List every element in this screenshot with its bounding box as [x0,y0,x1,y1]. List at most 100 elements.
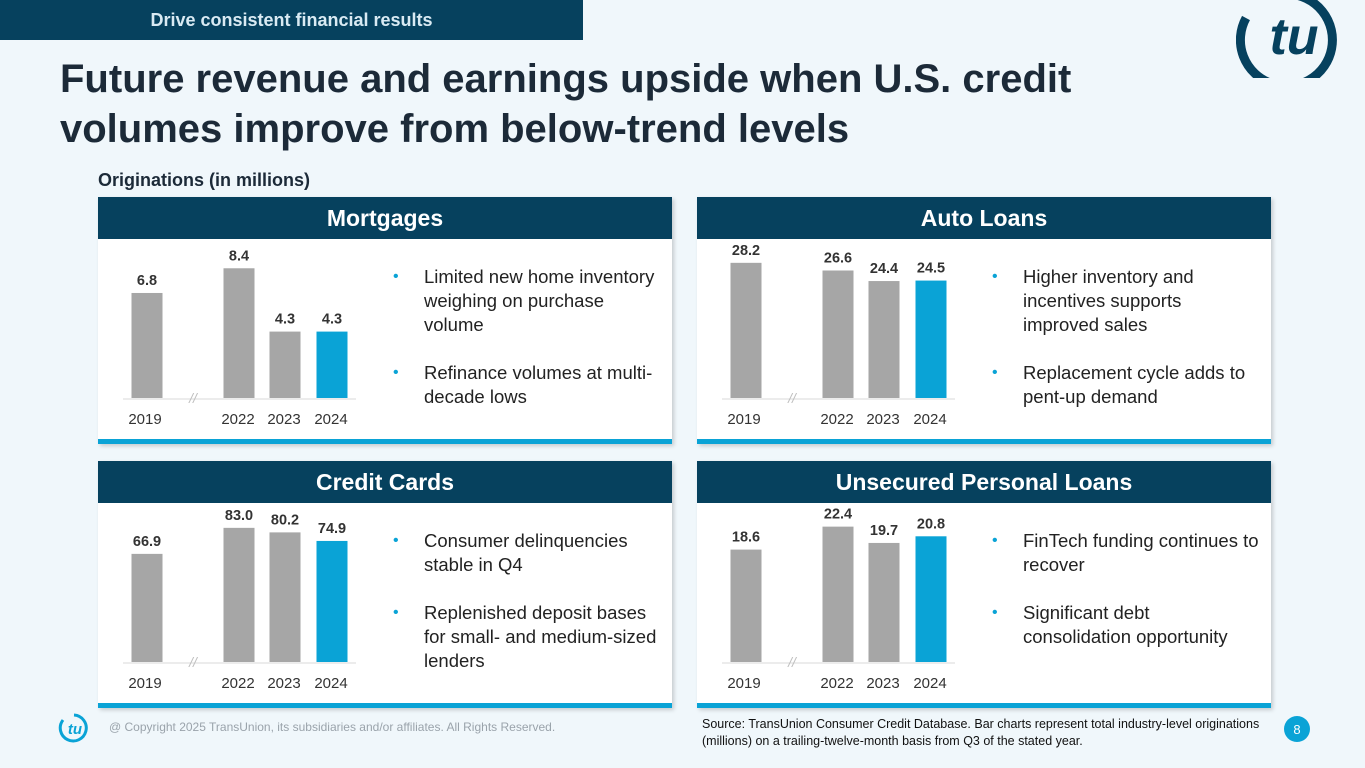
data-label-2024: 74.9 [318,521,346,537]
bullet-dot-icon: • [393,604,399,621]
bullet-dot-icon: • [992,604,998,621]
bullet-item: • Refinance volumes at multi-decade lows [390,361,660,409]
tick-label-2024: 2024 [913,675,946,692]
bar-2022 [822,526,854,662]
data-label-2019: 28.2 [732,243,760,259]
bullet-text: Limited new home inventory weighing on p… [424,266,655,335]
data-label-2022: 8.4 [229,248,249,264]
bullet-list: • Limited new home inventory weighing on … [390,265,660,433]
chart-unsecured-personal-loans: // 18.6 2019 22.4 2022 19.7 2023 20.8 2024 [722,507,955,692]
footer-logo-icon: tu [58,713,88,743]
bullet-text: Higher inventory and incentives supports… [1023,266,1194,335]
tick-label-2019: 2019 [128,675,161,692]
tick-label-2024: 2024 [314,675,347,692]
bullet-text: Replacement cycle adds to pent-up demand [1023,362,1246,407]
data-label-2023: 24.4 [870,261,898,277]
tick-label-2022: 2022 [820,411,853,428]
tick-label-2019: 2019 [727,675,760,692]
copyright-text: @ Copyright 2025 TransUnion, its subsidi… [109,720,556,734]
data-label-2023: 4.3 [275,312,295,328]
bullet-item: • Higher inventory and incentives support… [989,265,1259,337]
bullet-item: • Consumer delinquencies stable in Q4 [390,529,660,577]
bar-2022 [822,270,854,398]
bullet-dot-icon: • [393,268,399,285]
bullet-item: • Replenished deposit bases for small- an… [390,601,660,673]
footer-logo-text: tu [68,721,82,738]
data-label-2023: 80.2 [271,512,299,528]
data-label-2024: 4.3 [322,312,342,328]
tick-label-2019: 2019 [128,411,161,428]
page-title: Future revenue and earnings upside when … [60,57,1072,151]
data-label-2019: 6.8 [137,273,157,289]
data-label-2022: 26.6 [824,251,852,267]
chart-auto-loans: // 28.2 2019 26.6 2022 24.4 2023 24.5 2024 [722,243,955,428]
data-label-2019: 18.6 [732,530,760,546]
axis-break-mark: // [787,654,798,670]
data-label-2023: 19.7 [870,523,898,539]
bar-2019 [131,553,163,662]
tick-label-2024: 2024 [913,411,946,428]
panel-header: Mortgages [98,197,672,239]
panel-credit-cards: Credit Cards // 66.9 2019 83.0 2022 80.2 2023 7… [98,461,672,708]
data-label-2022: 22.4 [824,507,852,523]
chart-subtitle: Originations (in millions) [98,170,311,190]
logo-text: tu [1269,8,1318,66]
bullet-text: Refinance volumes at multi-decade lows [424,362,653,407]
bullet-item: • Limited new home inventory weighing on … [390,265,660,337]
bar-2024 [316,540,348,662]
bar-2019 [730,549,762,662]
data-label-2024: 24.5 [917,261,945,277]
tick-label-2023: 2023 [267,411,300,428]
chart-credit-cards: // 66.9 2019 83.0 2022 80.2 2023 74.9 2024 [123,508,356,692]
bullet-dot-icon: • [393,532,399,549]
tick-label-2022: 2022 [221,411,254,428]
transunion-logo: tu [1236,0,1337,78]
bar-2019 [131,292,163,398]
bullet-text: Replenished deposit bases for small- and… [424,602,657,671]
tick-label-2023: 2023 [267,675,300,692]
bullet-dot-icon: • [992,268,998,285]
bar-2024 [316,331,348,398]
bullet-item: • FinTech funding continues to recover [989,529,1259,577]
bullet-item: • Replacement cycle adds to pent-up deman… [989,361,1259,409]
panel-header: Auto Loans [697,197,1271,239]
bar-2022 [223,527,255,662]
data-label-2019: 66.9 [133,534,161,550]
tick-label-2024: 2024 [314,411,347,428]
bar-2023 [868,542,900,662]
chart-mortgages: // 6.8 2019 8.4 2022 4.3 2023 4.3 2024 [123,248,356,428]
bullet-text: FinTech funding continues to recover [1023,530,1259,575]
tick-label-2022: 2022 [820,675,853,692]
bullet-dot-icon: • [992,532,998,549]
axis-break-mark: // [188,654,199,670]
tick-label-2019: 2019 [727,411,760,428]
panel-unsecured-personal-loans: Unsecured Personal Loans // 18.6 2019 22.4 2… [697,461,1271,708]
bar-2023 [269,331,301,398]
data-label-2022: 83.0 [225,508,253,524]
panel-auto-loans: Auto Loans // 28.2 2019 26.6 2022 24.4 2023 24.… [697,197,1271,444]
bullet-list: • Consumer delinquencies stable in Q4 • Re… [390,529,660,697]
bar-2022 [223,268,255,398]
panel-header: Unsecured Personal Loans [697,461,1271,503]
bar-2024 [915,280,947,398]
bullet-item: • Significant debt consolidation opportun… [989,601,1259,649]
bullet-list: • Higher inventory and incentives support… [989,265,1259,433]
bar-2023 [269,532,301,662]
bar-2023 [868,281,900,398]
bullet-text: Significant debt consolidation opportuni… [1023,602,1228,647]
data-label-2024: 20.8 [917,516,945,532]
tick-label-2023: 2023 [866,411,899,428]
bullet-dot-icon: • [992,364,998,381]
bullet-dot-icon: • [393,364,399,381]
tick-label-2022: 2022 [221,675,254,692]
bullet-list: • FinTech funding continues to recover • S… [989,529,1259,673]
source-note: Source: TransUnion Consumer Credit Datab… [702,717,1260,748]
panel-header: Credit Cards [98,461,672,503]
axis-break-mark: // [787,390,798,406]
page-number: 8 [1284,716,1310,742]
panel-mortgages: Mortgages // 6.8 2019 8.4 2022 4.3 2023 4.3 2024… [98,197,672,444]
tick-label-2023: 2023 [866,675,899,692]
bullet-text: Consumer delinquencies stable in Q4 [424,530,628,575]
bar-2024 [915,536,947,662]
bar-2019 [730,262,762,398]
